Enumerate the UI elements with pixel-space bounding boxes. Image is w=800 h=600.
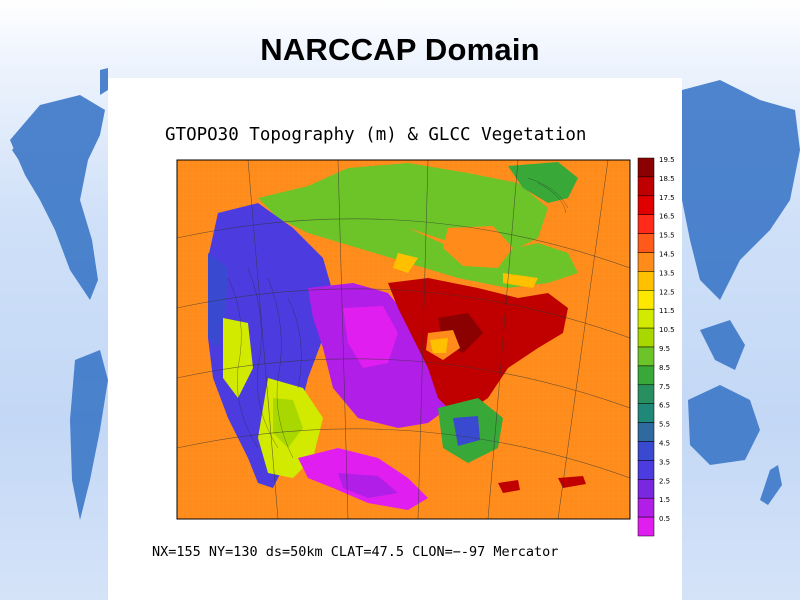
colorbar-swatch	[637, 346, 655, 367]
new-zealand-silhouette	[760, 465, 782, 505]
colorbar-swatch	[637, 441, 655, 461]
colorbar-label: 19.5	[659, 156, 675, 164]
alaska-silhouette	[12, 130, 40, 165]
colorbar-swatch	[637, 516, 655, 537]
colorbar-label: 13.5	[659, 269, 675, 277]
colorbar-label: 2.5	[659, 477, 670, 485]
southeast-asia-silhouette	[700, 320, 745, 370]
western-cordillera-region	[208, 203, 333, 488]
colorbar-label: 6.5	[659, 402, 670, 410]
colorbar-swatch	[637, 365, 655, 386]
colorbar-label: 7.5	[659, 383, 670, 391]
south-america-silhouette	[70, 350, 108, 520]
colorbar-label: 5.5	[659, 421, 670, 429]
colorbar-swatch	[637, 233, 655, 253]
vegetation-colorbar: 19.5 18.5 17.5 16.5 15.5 14.5 13.5 12.5 11.5 10.5…	[637, 156, 675, 537]
topography-vegetation-map: GTOPO30 Topography (m) & GLCC Vegetation	[152, 125, 675, 560]
colorbar-swatch	[637, 176, 655, 197]
colorbar-label: 4.5	[659, 440, 670, 448]
map-figure: GTOPO30 Topography (m) & GLCC Vegetation	[108, 78, 682, 600]
greenland-silhouette	[100, 68, 108, 95]
colorbar-swatch	[637, 308, 655, 329]
colorbar-label: 11.5	[659, 307, 675, 315]
colorbar-label: 14.5	[659, 251, 675, 259]
colorbar-label: 0.5	[659, 515, 670, 523]
colorbar-label: 1.5	[659, 496, 670, 504]
colorbar-swatch	[637, 460, 655, 480]
colorbar-label: 10.5	[659, 326, 675, 334]
colorbar-label: 12.5	[659, 288, 675, 296]
colorbar-swatch	[637, 290, 655, 310]
map-frame	[176, 159, 631, 520]
northern-band-yellow	[393, 253, 418, 273]
greenland-region	[508, 162, 578, 203]
colorbar-swatch	[637, 195, 655, 215]
map-panel	[177, 160, 630, 519]
asia-silhouette	[682, 80, 800, 300]
north-america-silhouette	[10, 95, 105, 300]
colorbar-label: 8.5	[659, 364, 670, 372]
colorbar-label: 16.5	[659, 213, 675, 221]
colorbar-swatch	[637, 157, 655, 178]
hudson-bay-water	[443, 226, 513, 268]
colorbar-swatch	[637, 384, 655, 404]
figure-title: GTOPO30 Topography (m) & GLCC Vegetation	[165, 125, 586, 145]
colorbar-swatch	[637, 403, 655, 423]
eastern-forest-region	[388, 278, 568, 418]
colorbar-swatch	[637, 479, 655, 499]
slide-title: NARCCAP Domain	[260, 32, 540, 67]
colorbar-label: 15.5	[659, 232, 675, 240]
colorbar-swatch	[637, 252, 655, 272]
colorbar-label: 3.5	[659, 458, 670, 466]
australia-silhouette	[688, 385, 760, 465]
colorbar-swatch	[637, 422, 655, 442]
figure-caption: NX=155 NY=130 ds=50km CLAT=47.5 CLON=−-9…	[152, 544, 558, 560]
colorbar-swatch	[637, 214, 655, 234]
colorbar-label: 18.5	[659, 175, 675, 183]
pacific-coast-forest	[208, 253, 228, 348]
colorbar-label: 17.5	[659, 194, 675, 202]
colorbar-swatch	[637, 327, 655, 348]
colorbar-label: 9.5	[659, 345, 670, 353]
colorbar-swatch	[637, 497, 655, 518]
colorbar-swatch	[637, 271, 655, 291]
